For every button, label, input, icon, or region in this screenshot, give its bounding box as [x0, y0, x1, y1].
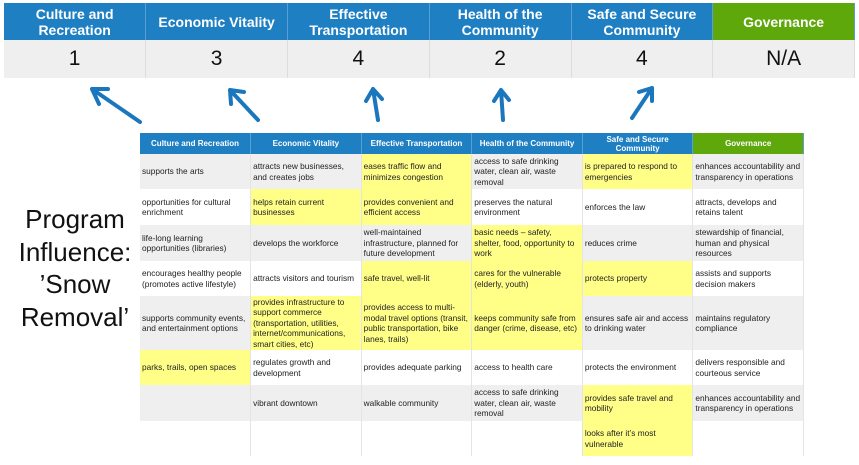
table-row: supports community events, and entertain…: [140, 296, 804, 350]
table-cell: attracts visitors and tourism: [250, 261, 362, 296]
table-cell: preserves the natural environment: [471, 189, 583, 225]
column-header: Health of the Community: [471, 133, 583, 154]
label-line: Removal’: [20, 301, 130, 332]
table-cell: enforces the law: [582, 189, 694, 225]
table-cell: [692, 421, 804, 456]
table-row: opportunities for cultural enrichment hel…: [140, 189, 804, 225]
column-header: Effective Transportation: [361, 133, 473, 154]
summary-score: 3: [145, 40, 288, 78]
arrow-icon: [228, 88, 260, 122]
column-header: Culture and Recreation: [140, 133, 252, 154]
table-row: parks, trails, open spaces regulates grow…: [140, 350, 804, 385]
table-cell: [361, 421, 473, 456]
table-cell: supports community events, and entertain…: [140, 296, 252, 350]
table-row: looks after it’s most vulnerable: [140, 421, 804, 456]
table-cell: life-long learning opportunities (librar…: [140, 225, 252, 261]
table-cell: opportunities for cultural enrichment: [140, 189, 252, 225]
table-cell: supports the arts: [140, 154, 252, 189]
table-cell: stewardship of financial, human and phys…: [692, 225, 804, 261]
table-cell: [140, 385, 252, 421]
table-cell: encourages healthy people (promotes acti…: [140, 261, 252, 296]
summary-score: 4: [287, 40, 430, 78]
table-row: vibrant downtown walkable community access…: [140, 385, 804, 421]
table-cell: vibrant downtown: [250, 385, 362, 421]
summary-header: Health of the Community: [429, 3, 572, 40]
table-cell: provides convenient and efficient access: [361, 189, 473, 225]
table-cell: develops the workforce: [250, 225, 362, 261]
table-cell: regulates growth and development: [250, 350, 362, 385]
table-row: encourages healthy people (promotes acti…: [140, 261, 804, 296]
table-cell: eases traffic flow and minimizes congest…: [361, 154, 473, 189]
label-line: Program: [25, 204, 125, 234]
table-cell: helps retain current businesses: [250, 189, 362, 225]
arrow-icon: [364, 87, 384, 122]
summary-table: Culture and Recreation Economic Vitality E…: [4, 3, 855, 78]
table-cell: delivers responsible and courteous servi…: [692, 350, 804, 385]
table-cell: walkable community: [361, 385, 473, 421]
summary-score: 1: [4, 40, 147, 78]
table-cell: well-maintained infrastructure, planned …: [361, 225, 473, 261]
table-cell: [471, 421, 583, 456]
arrow-icon: [630, 86, 654, 120]
summary-header: Culture and Recreation: [4, 3, 147, 40]
table-cell: enhances accountability and transparency…: [692, 385, 804, 421]
summary-score: N/A: [712, 40, 855, 78]
arrow-icon: [492, 88, 511, 122]
table-cell: provides adequate parking: [361, 350, 473, 385]
label-line: Influence:: [18, 236, 132, 267]
summary-header: Economic Vitality: [145, 3, 288, 40]
table-cell: access to safe drinking water, clean air…: [471, 385, 583, 421]
table-cell: protects property: [582, 261, 694, 296]
table-cell: reduces crime: [582, 225, 694, 261]
table-cell: access to safe drinking water, clean air…: [471, 154, 583, 189]
summary-header: Safe and Secure Community: [571, 3, 714, 40]
table-row: life-long learning opportunities (librar…: [140, 225, 804, 261]
table-cell: [140, 421, 252, 456]
table-cell: basic needs – safety, shelter, food, opp…: [471, 225, 583, 261]
table-row: supports the arts attracts new businesses…: [140, 154, 804, 189]
table-cell: access to health care: [471, 350, 583, 385]
label-line: ’Snow: [39, 269, 111, 299]
table-cell: safe travel, well-lit: [361, 261, 473, 296]
table-cell: parks, trails, open spaces: [140, 350, 252, 385]
table-cell: cares for the vulnerable (elderly, youth…: [471, 261, 583, 296]
program-influence-label: Program Influence: ’Snow Removal’: [0, 203, 150, 333]
table-cell: ensures safe air and access to drinking …: [582, 296, 694, 350]
arrow-icon: [90, 87, 142, 124]
summary-score: 4: [571, 40, 714, 78]
summary-score: 2: [429, 40, 572, 78]
table-cell: keeps community safe from danger (crime,…: [471, 296, 583, 350]
table-cell: maintains regulatory compliance: [692, 296, 804, 350]
table-cell: [250, 421, 362, 456]
table-cell: protects the environment: [582, 350, 694, 385]
column-header: Economic Vitality: [250, 133, 362, 154]
column-header: Governance: [692, 133, 804, 154]
table-cell: enhances accountability and transparency…: [692, 154, 804, 189]
summary-header: Effective Transportation: [287, 3, 430, 40]
table-cell: provides access to multi-modal travel op…: [361, 296, 473, 350]
table-cell: attracts new businesses, and creates job…: [250, 154, 362, 189]
table-cell: is prepared to respond to emergencies: [582, 154, 694, 189]
table-cell: assists and supports decision makers: [692, 261, 804, 296]
table-cell: provides infrastructure to support comme…: [250, 296, 362, 350]
outcomes-table: Culture and Recreation Economic Vitality E…: [140, 133, 804, 456]
table-cell: looks after it’s most vulnerable: [582, 421, 694, 456]
summary-header: Governance: [712, 3, 855, 40]
table-cell: attracts, develops and retains talent: [692, 189, 804, 225]
column-header: Safe and Secure Community: [582, 133, 694, 154]
table-cell: provides safe travel and mobility: [582, 385, 694, 421]
